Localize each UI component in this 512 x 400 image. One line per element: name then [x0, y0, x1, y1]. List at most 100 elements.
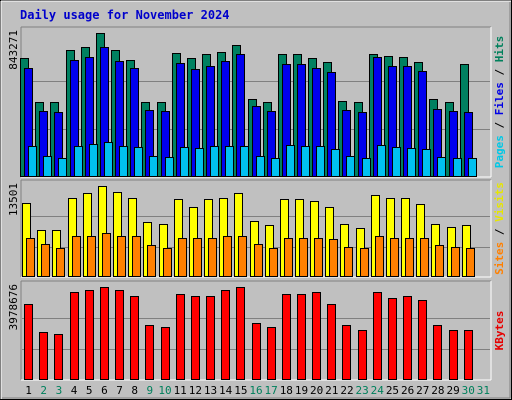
bar-pages-day-17	[271, 158, 280, 177]
x-tick-label-day-29: 29	[446, 384, 459, 397]
x-tick-label-day-18: 18	[280, 384, 293, 397]
bar-pages-day-8	[134, 147, 143, 177]
bar-kbytes-day-9	[145, 325, 154, 380]
chart-title: Daily usage for November 2024	[20, 8, 230, 22]
bar-sites-day-7	[117, 236, 126, 277]
bar-sites-day-3	[56, 248, 65, 277]
bar-pages-day-6	[104, 142, 113, 177]
bar-pages-day-14	[225, 146, 234, 177]
series-legend-kbytes: KBytes	[493, 311, 506, 351]
y-max-label-kbytes: 3978676	[7, 284, 20, 330]
bar-pages-day-26	[407, 148, 416, 177]
y-max-label-visits: 13501	[7, 183, 20, 216]
bar-kbytes-day-5	[85, 290, 94, 380]
panel-visits: 13501 Sites / Visits	[7, 179, 506, 278]
bar-sites-day-21	[329, 239, 338, 277]
x-tick-label-day-14: 14	[219, 384, 233, 397]
bar-kbytes-day-16	[252, 323, 261, 380]
x-tick-label-day-25: 25	[386, 384, 399, 397]
panels-group: 843271 Pages / Files / Hits 13501 Sites / V…	[7, 26, 506, 381]
bar-pages-day-25	[392, 147, 401, 177]
bar-pages-day-5	[89, 144, 98, 177]
x-tick-label-day-23: 23	[356, 384, 369, 397]
bar-sites-day-10	[163, 248, 172, 277]
bar-sites-day-27	[420, 238, 429, 277]
bar-pages-day-2	[43, 156, 52, 177]
bar-pages-day-29	[453, 158, 462, 177]
legend-part-0: KBytes	[493, 311, 506, 351]
bar-sites-day-5	[87, 236, 96, 277]
bar-kbytes-day-4	[70, 292, 79, 380]
bar-sites-day-16	[254, 244, 263, 277]
bar-sites-day-17	[269, 248, 278, 277]
bar-kbytes-day-1	[24, 304, 33, 380]
bar-sites-day-20	[314, 238, 323, 277]
bar-pages-day-12	[195, 148, 204, 177]
x-tick-label-day-6: 6	[101, 384, 108, 397]
bar-sites-day-6	[102, 233, 111, 277]
bar-pages-day-15	[240, 146, 249, 177]
bar-kbytes-day-26	[403, 296, 412, 380]
bar-pages-day-3	[58, 158, 67, 177]
legend-part-2: Visits	[493, 182, 506, 222]
x-tick-label-day-21: 21	[325, 384, 338, 397]
x-tick-label-day-3: 3	[56, 384, 63, 397]
series-legend-hits: Pages / Files / Hits	[493, 36, 506, 169]
bar-pages-day-24	[377, 145, 386, 177]
bar-kbytes-day-7	[115, 290, 124, 380]
bar-pages-day-22	[346, 156, 355, 177]
bar-sites-day-28	[435, 245, 444, 277]
bar-sites-day-9	[147, 245, 156, 277]
bar-kbytes-day-18	[282, 294, 291, 380]
bar-sites-day-15	[238, 236, 247, 277]
bar-kbytes-day-3	[54, 334, 63, 380]
bar-kbytes-day-15	[236, 287, 245, 380]
bar-kbytes-day-20	[312, 292, 321, 380]
bar-kbytes-day-23	[358, 330, 367, 380]
series-legend-visits: Sites / Visits	[493, 182, 506, 275]
bar-pages-day-11	[180, 147, 189, 177]
legend-part-1: /	[493, 222, 506, 242]
x-tick-label-day-19: 19	[295, 384, 308, 397]
x-tick-label-day-31: 31	[477, 384, 490, 397]
x-tick-label-day-12: 12	[189, 384, 202, 397]
bar-kbytes-day-27	[418, 300, 427, 380]
x-tick-label-day-26: 26	[401, 384, 414, 397]
bar-kbytes-day-8	[130, 296, 139, 380]
bar-sites-day-14	[223, 236, 232, 277]
bar-sites-day-4	[72, 236, 81, 277]
x-tick-label-day-4: 4	[71, 384, 78, 397]
x-tick-label-day-2: 2	[40, 384, 47, 397]
bar-kbytes-day-6	[100, 287, 109, 380]
bar-sites-day-12	[193, 238, 202, 277]
x-tick-label-day-11: 11	[174, 384, 187, 397]
x-tick-label-day-8: 8	[131, 384, 138, 397]
bar-pages-day-18	[286, 145, 295, 177]
bar-kbytes-day-21	[327, 304, 336, 380]
bar-kbytes-day-22	[342, 325, 351, 380]
bar-pages-day-19	[301, 146, 310, 177]
legend-part-3: /	[493, 62, 506, 82]
bar-sites-day-24	[375, 236, 384, 277]
panel-hits: 843271 Pages / Files / Hits	[7, 26, 506, 178]
bar-sites-day-1	[26, 238, 35, 277]
bar-kbytes-day-10	[161, 327, 170, 380]
bar-sites-day-26	[405, 238, 414, 277]
bar-sites-day-13	[208, 238, 217, 277]
bar-pages-day-16	[256, 156, 265, 177]
bar-sites-day-25	[390, 238, 399, 277]
bar-pages-day-28	[437, 157, 446, 177]
bar-kbytes-day-14	[221, 290, 230, 380]
bar-kbytes-day-13	[206, 296, 215, 380]
legend-part-1: /	[493, 115, 506, 135]
bar-pages-day-21	[331, 149, 340, 177]
bar-pages-day-9	[149, 156, 158, 177]
bar-sites-day-29	[451, 247, 460, 277]
bar-sites-day-19	[299, 238, 308, 277]
bar-sites-day-2	[41, 244, 50, 277]
bar-kbytes-day-30	[464, 330, 473, 380]
bar-kbytes-day-11	[176, 294, 185, 380]
bar-pages-day-1	[28, 146, 37, 177]
y-max-label-hits: 843271	[7, 30, 20, 70]
bar-sites-day-30	[466, 248, 475, 277]
